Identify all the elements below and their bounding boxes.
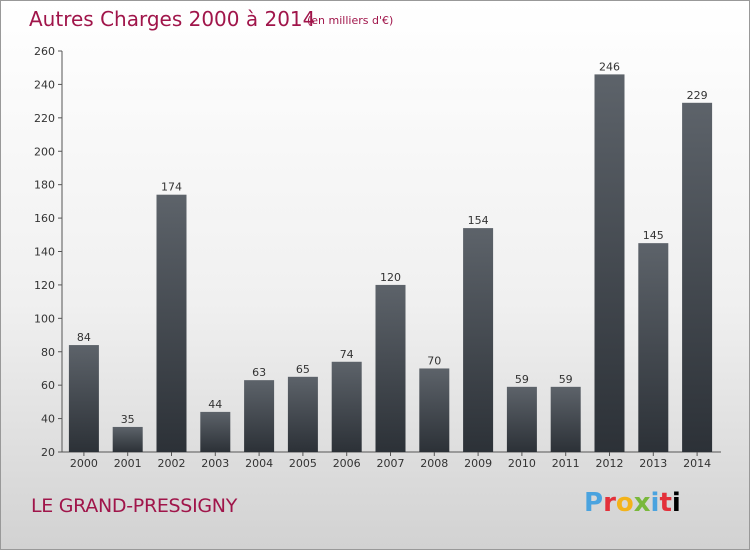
- y-tick-label: 160: [34, 212, 55, 225]
- data-label-2009: 154: [468, 214, 489, 227]
- chart-title: Autres Charges 2000 à 2014: [29, 7, 316, 31]
- x-tick-label-2010: 2010: [508, 457, 536, 470]
- x-tick-label-2012: 2012: [596, 457, 624, 470]
- x-tick-label-2009: 2009: [464, 457, 492, 470]
- y-tick-label: 200: [34, 145, 55, 158]
- location-name: LE GRAND-PRESSIGNY: [31, 495, 238, 517]
- bar-2001: [112, 426, 143, 452]
- bar-2008: [419, 368, 450, 452]
- bar-2000: [68, 345, 99, 452]
- data-label-2013: 145: [643, 229, 664, 242]
- data-label-2005: 65: [296, 363, 310, 376]
- x-tick-label-2014: 2014: [683, 457, 711, 470]
- y-tick-label: 240: [34, 78, 55, 91]
- data-label-2014: 229: [687, 89, 708, 102]
- bar-2007: [375, 284, 406, 452]
- data-label-2006: 74: [340, 348, 354, 361]
- x-tick-label-2006: 2006: [333, 457, 361, 470]
- x-tick-label-2003: 2003: [201, 457, 229, 470]
- x-tick-label-2007: 2007: [377, 457, 405, 470]
- y-tick-label: 260: [34, 45, 55, 58]
- x-tick-label-2008: 2008: [420, 457, 448, 470]
- y-tick-label: 120: [34, 279, 55, 292]
- bar-2002: [156, 194, 187, 453]
- x-tick-label-2004: 2004: [245, 457, 273, 470]
- x-tick-label-2011: 2011: [552, 457, 580, 470]
- bar-2003: [200, 411, 231, 452]
- bar-2009: [463, 228, 494, 452]
- bar-2011: [550, 386, 581, 452]
- bar-2004: [244, 380, 275, 452]
- bar-2014: [682, 102, 713, 452]
- y-tick-label: 100: [34, 312, 55, 325]
- x-tick-label-2002: 2002: [158, 457, 186, 470]
- data-label-2002: 174: [161, 181, 182, 194]
- proxiti-logo: Proxiti: [584, 488, 681, 518]
- unit-note: (en milliers d'€): [307, 14, 394, 27]
- y-tick-label: 180: [34, 179, 55, 192]
- y-tick-label: 60: [41, 379, 55, 392]
- y-tick-label: 140: [34, 246, 55, 259]
- x-tick-label-2005: 2005: [289, 457, 317, 470]
- data-label-2011: 59: [559, 373, 573, 386]
- x-tick-label-2000: 2000: [70, 457, 98, 470]
- data-label-2003: 44: [208, 398, 222, 411]
- data-label-2008: 70: [427, 354, 441, 367]
- x-tick-label-2001: 2001: [114, 457, 142, 470]
- bar-2005: [287, 376, 318, 452]
- bar-2006: [331, 361, 362, 452]
- y-tick-label: 20: [41, 446, 55, 459]
- data-label-2004: 63: [252, 366, 266, 379]
- bar-2012: [594, 74, 625, 453]
- data-label-2000: 84: [77, 331, 91, 344]
- bar-2010: [506, 386, 537, 452]
- y-tick-label: 80: [41, 346, 55, 359]
- data-label-2010: 59: [515, 373, 529, 386]
- y-tick-label: 220: [34, 112, 55, 125]
- data-label-2012: 246: [599, 60, 620, 73]
- x-tick-label-2013: 2013: [639, 457, 667, 470]
- bar-2013: [638, 243, 669, 452]
- y-tick-label: 40: [41, 413, 55, 426]
- data-label-2001: 35: [121, 413, 135, 426]
- data-label-2007: 120: [380, 271, 401, 284]
